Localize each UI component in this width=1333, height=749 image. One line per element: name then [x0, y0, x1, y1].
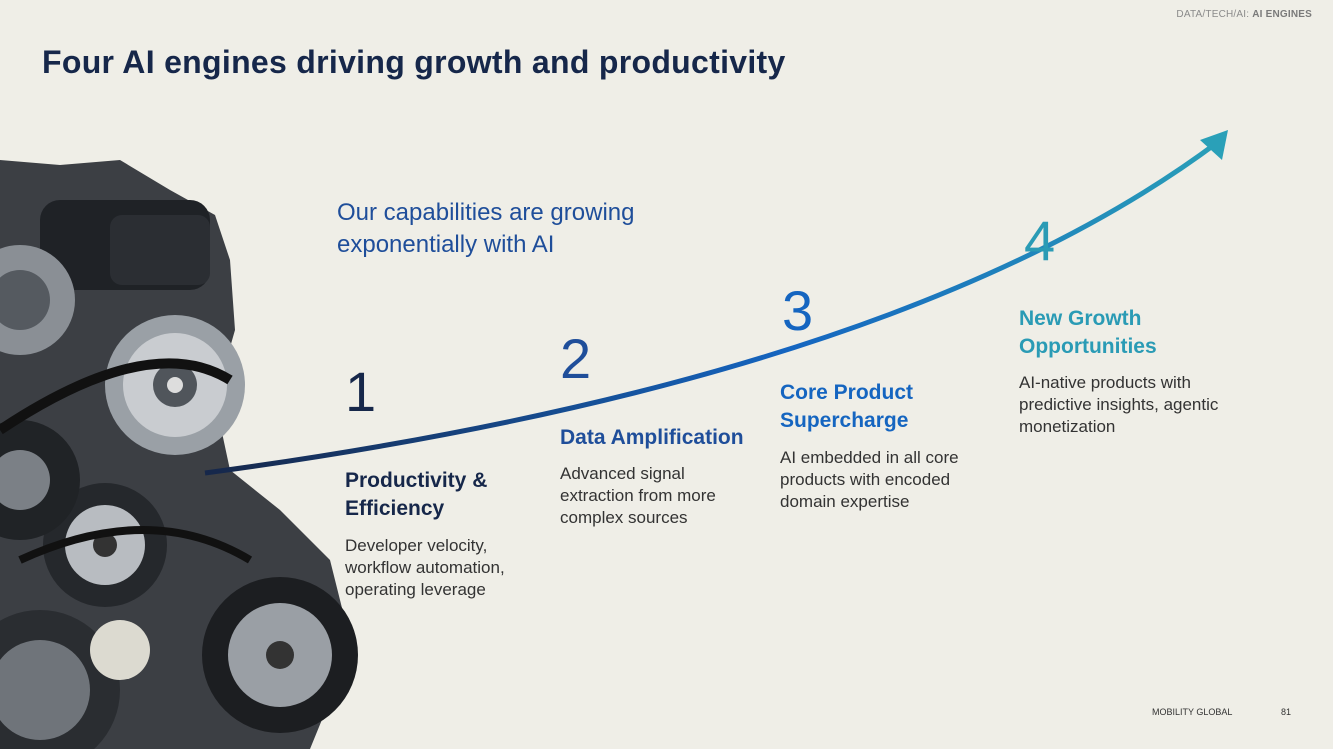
section-topic: AI ENGINES — [1252, 9, 1312, 20]
section-tag: DATA/TECH/AI: AI ENGINES — [1176, 9, 1312, 20]
growth-curve — [204, 139, 1220, 476]
engine-description: AI embedded in all core products with en… — [780, 448, 959, 511]
footer-brand: MOBILITY GLOBAL — [1152, 707, 1233, 717]
engine-number: 2 — [560, 327, 592, 390]
engine-number: 3 — [782, 279, 814, 342]
slide-title: Four AI engines driving growth and produ… — [42, 44, 786, 80]
growth-arrow — [204, 130, 1228, 476]
engine-image — [0, 160, 358, 749]
engine-title: Productivity & Efficiency — [345, 469, 488, 520]
subtitle: Our capabilities are growing exponential… — [337, 199, 635, 258]
section-label: DATA/TECH/AI: — [1176, 9, 1250, 20]
engine-number: 4 — [1024, 209, 1056, 272]
engine-number: 1 — [345, 360, 377, 423]
arrow-head — [1200, 130, 1228, 160]
engine-description: Advanced signal extraction from more com… — [560, 464, 716, 527]
engine-title: Core Product Supercharge — [780, 381, 914, 432]
engine-description: Developer velocity, workflow automation,… — [345, 536, 505, 599]
engine-description: AI-native products with predictive insig… — [1019, 373, 1219, 436]
engine-title: New Growth Opportunities — [1019, 307, 1157, 358]
page-number: 81 — [1281, 707, 1292, 717]
engine-title: Data Amplification — [560, 426, 744, 449]
